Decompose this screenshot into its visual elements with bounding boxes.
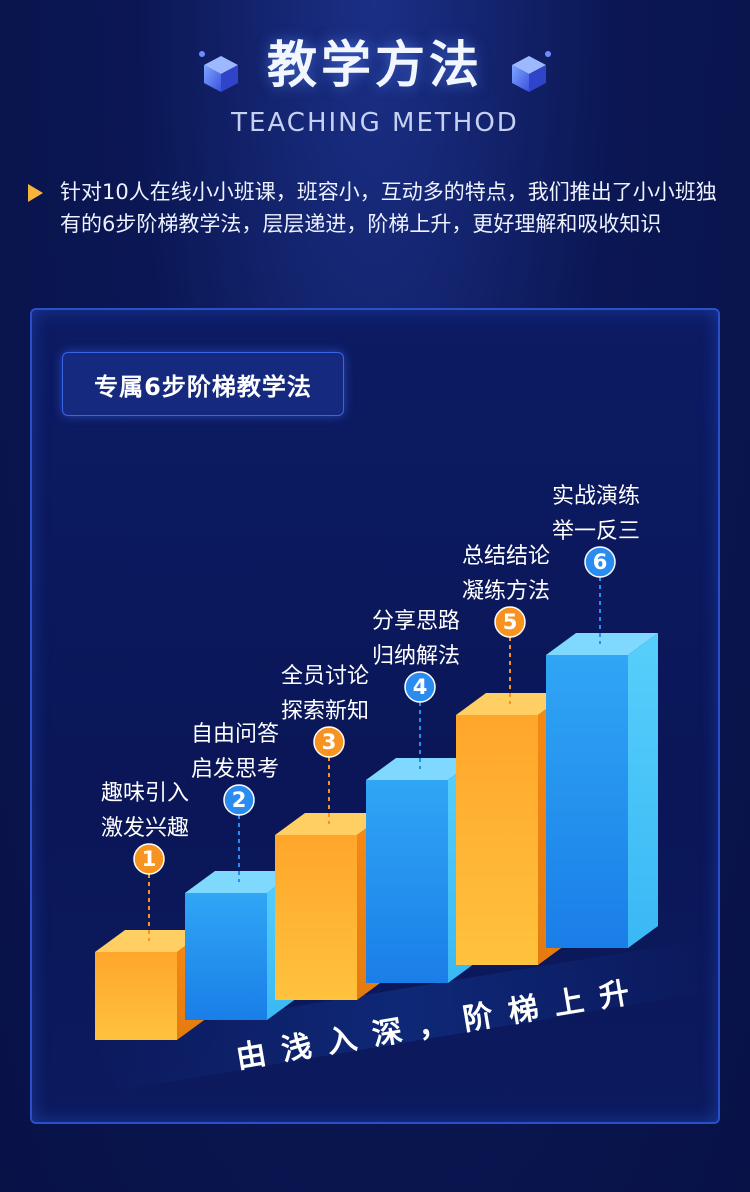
step-label-line2: 归纳解法 [372,644,460,669]
triangle-arrow-icon [28,184,43,202]
step-number: 5 [503,610,518,634]
step-number-badge [313,726,345,758]
block-front-face [275,835,357,1000]
step-number: 3 [322,730,337,754]
method-badge-label: 专属6步阶梯教学法 [94,372,312,401]
block-front-face [366,780,448,983]
step-label-line1: 实战演练 [552,484,640,509]
step-number: 6 [593,550,608,574]
cube-icon [199,51,238,92]
step-number-badge [404,671,436,703]
intro-section: 针对10人在线小小班课，班容小，互动多的特点，我们推出了小小班独有的6步阶梯教学… [28,176,718,240]
step-label-line2: 激发兴趣 [101,816,189,841]
block-front-face [546,655,628,948]
cube-icon [512,51,551,92]
page-subtitle: TEACHING METHOD [231,108,519,138]
step-label-line2: 启发思考 [191,757,279,782]
block-side-face [628,633,658,948]
step-label-line1: 全员讨论 [281,664,369,689]
method-badge: 专属6步阶梯教学法 [62,352,344,416]
step-label-line2: 举一反三 [552,519,640,544]
step-number-badge [494,606,526,638]
block-front-face [185,893,267,1020]
block-front-face [456,715,538,965]
block-top-face [546,633,658,655]
block-top-face [366,758,478,780]
step-label-line1: 分享思路 [372,609,460,634]
step-label-line1: 自由问答 [191,722,279,747]
intro-text: 针对10人在线小小班课，班容小，互动多的特点，我们推出了小小班独有的6步阶梯教学… [60,180,717,236]
step-number: 2 [232,788,247,812]
step-label-line2: 凝练方法 [462,579,550,604]
step-number-badge [133,843,165,875]
block-top-face [275,813,387,835]
block-front-face [95,952,177,1040]
header: 教学方法 TEACHING METHOD [0,30,750,140]
step-number: 4 [413,675,428,699]
block-top-face [456,693,568,715]
page-title: 教学方法 [267,36,483,94]
step-label-line1: 趣味引入 [101,781,189,806]
step-number: 1 [142,847,157,871]
block-top-face [95,930,207,952]
step-label-line1: 总结结论 [462,544,550,569]
floor-shadow [90,940,720,1090]
step-block-6 [546,633,658,948]
step-number-badge [223,784,255,816]
step-label-line2: 探索新知 [281,699,369,724]
step-number-badge [584,546,616,578]
block-top-face [185,871,297,893]
